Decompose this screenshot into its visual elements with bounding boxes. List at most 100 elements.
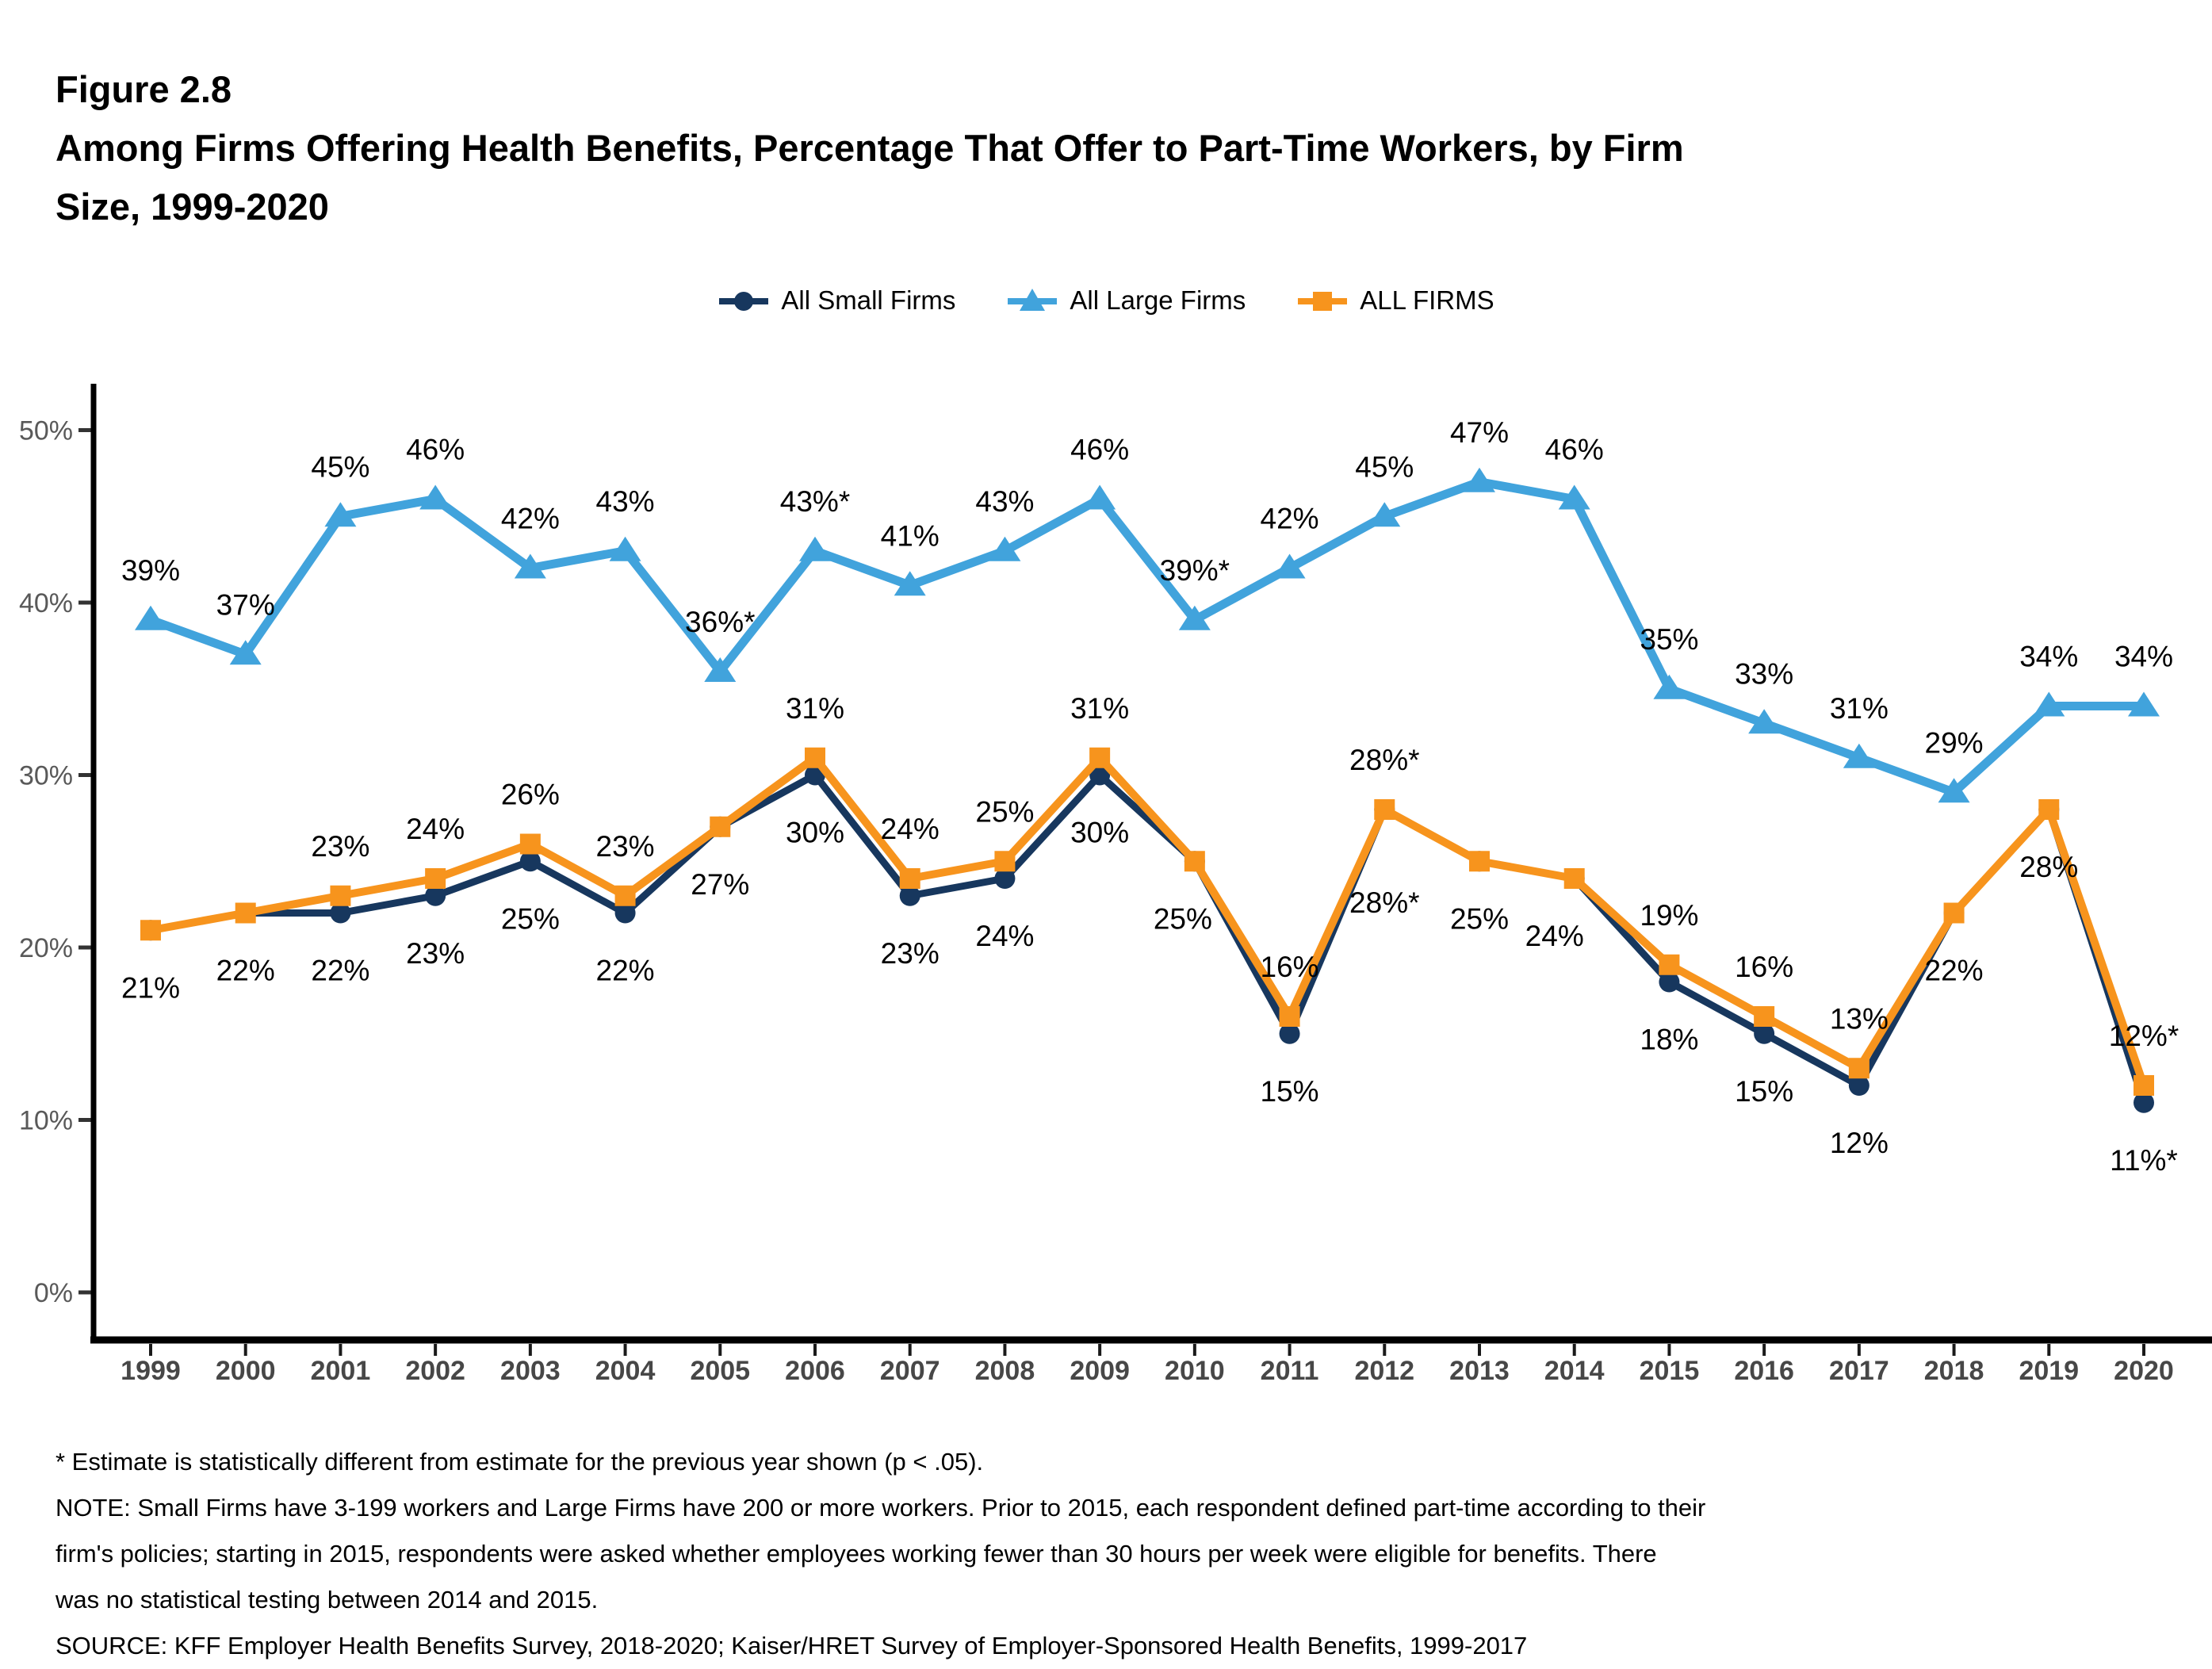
series-all-firms xyxy=(140,747,2154,1096)
square-marker-icon xyxy=(1468,851,1490,872)
x-tick-label: 2002 xyxy=(405,1356,465,1386)
square-marker-icon xyxy=(614,885,636,906)
data-label: 28%* xyxy=(1349,886,1419,919)
circle-marker-icon xyxy=(614,902,636,924)
data-label: 42% xyxy=(501,503,560,535)
triangle-marker-icon xyxy=(989,536,1021,561)
data-label: 31% xyxy=(1070,692,1129,725)
data-label: 34% xyxy=(2019,641,2078,673)
circle-marker-icon xyxy=(519,851,541,872)
data-label: 46% xyxy=(1070,434,1129,466)
y-tick-label: 50% xyxy=(19,416,73,446)
square-marker-icon xyxy=(1279,1006,1300,1027)
data-label: 22% xyxy=(216,955,275,987)
circle-marker-icon xyxy=(1279,1023,1300,1044)
data-label: 23% xyxy=(596,830,655,863)
data-labels: 21% 22% 22% 23% 25% 22% 27% 30% 23% 24% 30% 25% 15% 2… xyxy=(121,416,2179,1177)
data-label: 28% xyxy=(2019,851,2078,883)
triangle-marker-icon xyxy=(324,502,357,527)
data-label: 24% xyxy=(881,813,940,845)
triangle-marker-icon xyxy=(1368,502,1401,527)
y-tick-label: 40% xyxy=(19,588,73,618)
circle-marker-icon xyxy=(1659,971,1680,993)
x-tick-label: 2013 xyxy=(1449,1356,1510,1386)
source-note: SOURCE: KFF Employer Health Benefits Sur… xyxy=(55,1632,1528,1659)
triangle-marker-icon xyxy=(704,657,737,682)
series-all-large-firms xyxy=(135,467,2160,803)
circle-icon xyxy=(719,292,769,311)
data-label: 31% xyxy=(786,692,844,725)
data-label: 23% xyxy=(406,937,465,970)
square-marker-icon xyxy=(2038,799,2060,820)
series-line xyxy=(150,753,2148,1087)
data-label: 25% xyxy=(1154,902,1212,935)
circle-marker-icon xyxy=(899,885,920,906)
y-tick-label: 20% xyxy=(19,933,73,963)
data-label: 45% xyxy=(1355,450,1414,483)
triangle-icon xyxy=(1008,289,1058,311)
data-label: 21% xyxy=(121,971,180,1004)
x-tick-label: 1999 xyxy=(121,1356,181,1386)
data-label: 22% xyxy=(596,955,655,987)
x-tick-label: 2020 xyxy=(2114,1356,2174,1386)
x-tick-label: 2012 xyxy=(1354,1356,1414,1386)
legend-item-all-small-firms: All Small Firms xyxy=(718,285,955,316)
triangle-marker-icon xyxy=(1558,484,1590,510)
triangle-marker-icon xyxy=(514,553,546,579)
x-tick-label: 2018 xyxy=(1924,1356,1984,1386)
triangle-marker-icon xyxy=(894,571,926,596)
data-label: 15% xyxy=(1261,1075,1319,1108)
data-label: 46% xyxy=(406,434,465,466)
triangle-marker-icon xyxy=(798,536,831,561)
series-line xyxy=(150,771,2148,1104)
square-marker-icon xyxy=(519,833,541,855)
x-tick-label: 2004 xyxy=(595,1356,656,1386)
data-label: 25% xyxy=(1450,902,1509,935)
legend-label: ALL FIRMS xyxy=(1360,285,1494,315)
legend-label: All Large Firms xyxy=(1070,285,1246,315)
square-marker-icon xyxy=(710,816,731,837)
square-marker-icon xyxy=(1754,1006,1775,1027)
y-tick-label: 30% xyxy=(19,761,73,791)
data-label: 45% xyxy=(311,450,369,483)
data-label: 37% xyxy=(216,588,275,621)
data-label: 19% xyxy=(1640,899,1698,932)
legend-item-all-firms: ALL FIRMS xyxy=(1296,285,1494,316)
data-label: 16% xyxy=(1261,951,1319,983)
square-marker-icon xyxy=(1563,868,1585,889)
data-label: 22% xyxy=(1925,955,1984,987)
triangle-marker-icon xyxy=(1463,467,1495,492)
triangle-marker-icon xyxy=(135,605,166,630)
square-marker-icon xyxy=(899,868,920,889)
triangle-marker-icon xyxy=(1653,674,1686,699)
data-label: 22% xyxy=(311,955,369,987)
data-label: 16% xyxy=(1735,951,1793,983)
data-label: 24% xyxy=(1525,920,1584,952)
x-tick-label: 2006 xyxy=(785,1356,845,1386)
page-title-line-1: Among Firms Offering Health Benefits, Pe… xyxy=(55,127,1684,169)
square-marker-icon xyxy=(994,851,1016,872)
figure-label: Figure 2.8 xyxy=(55,68,232,110)
data-label: 47% xyxy=(1450,416,1509,449)
chart-legend: All Small Firms All Large Firms ALL FIRMS xyxy=(0,285,2212,316)
data-label: 42% xyxy=(1261,503,1319,535)
square-marker-icon xyxy=(1943,902,1965,924)
data-label: 25% xyxy=(975,795,1034,828)
legend-item-all-large-firms: All Large Firms xyxy=(1006,285,1246,316)
square-marker-icon xyxy=(1659,954,1680,975)
circle-marker-icon xyxy=(425,885,446,906)
x-tick-label: 2019 xyxy=(2019,1356,2079,1386)
data-label: 30% xyxy=(1070,817,1129,849)
data-label: 39%* xyxy=(1160,554,1230,587)
data-label: 11%* xyxy=(2110,1144,2178,1177)
triangle-marker-icon xyxy=(2127,691,2160,717)
triangle-marker-icon xyxy=(609,536,641,561)
data-label: 23% xyxy=(311,830,369,863)
triangle-marker-icon xyxy=(419,484,452,510)
note-line: was no statistical testing between 2014 … xyxy=(55,1586,599,1613)
data-label: 34% xyxy=(2114,641,2173,673)
circle-marker-icon xyxy=(1848,1075,1869,1096)
x-tick-label: 2001 xyxy=(311,1356,371,1386)
square-icon xyxy=(1298,292,1348,311)
y-axis: 0% 10% 20% 30% 40% 50% xyxy=(19,416,91,1308)
